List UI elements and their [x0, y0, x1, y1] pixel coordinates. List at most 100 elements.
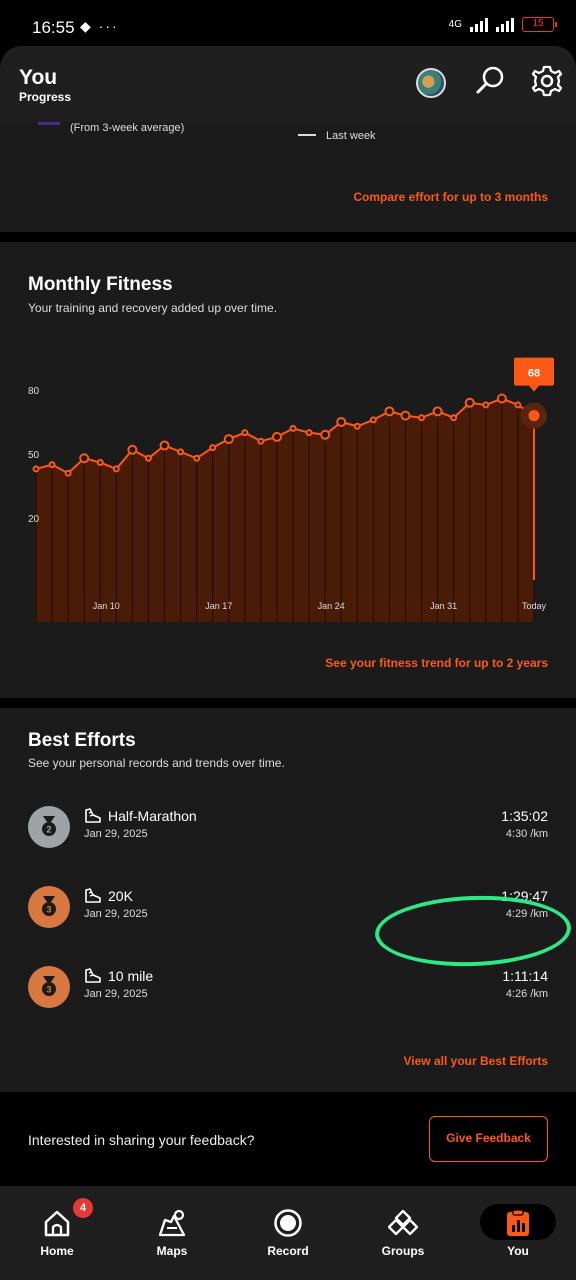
- app-header: You Progress: [0, 46, 576, 122]
- effort-pace: 4:29 /km: [505, 908, 548, 920]
- battery-icon: 15: [522, 16, 557, 32]
- chart-point: [482, 401, 490, 409]
- shoe-icon: [85, 968, 101, 983]
- medal-rank: 3: [46, 905, 51, 915]
- chart-point: [96, 459, 104, 467]
- chart-area: [36, 398, 534, 622]
- fitness-trend-link[interactable]: See your fitness trend for up to 2 years: [325, 656, 548, 670]
- view-all-best-efforts-link[interactable]: View all your Best Efforts: [403, 1054, 549, 1068]
- chart-point: [353, 422, 361, 430]
- best-effort-row[interactable]: 2 Half-Marathon Jan 29, 2025 1:35:02 4:3…: [0, 806, 576, 862]
- chart-point: [48, 461, 56, 469]
- chart-point: [209, 444, 217, 452]
- tab-you[interactable]: You: [470, 1186, 566, 1280]
- chart-x-tick-label: Today: [522, 601, 547, 611]
- chart-point: [305, 429, 313, 437]
- chart-x-tick-label: Jan 17: [205, 601, 232, 611]
- tab-home-label: Home: [40, 1244, 74, 1258]
- effort-pace: 4:26 /km: [505, 988, 548, 1000]
- tab-you-label: You: [507, 1244, 529, 1258]
- avatar[interactable]: [416, 68, 446, 98]
- chart-point: [384, 406, 395, 417]
- tab-groups-label: Groups: [381, 1244, 425, 1258]
- progress-clipboard-icon: [507, 1209, 529, 1236]
- groups-icon: [388, 1209, 418, 1236]
- tab-record[interactable]: Record: [240, 1186, 336, 1280]
- effort-time: 1:35:02: [501, 808, 548, 824]
- effort-name: Half-Marathon: [84, 808, 197, 824]
- chart-x-tick-label: Jan 24: [318, 601, 345, 611]
- chart-current-point: [528, 410, 540, 422]
- effort-date: Jan 29, 2025: [84, 908, 148, 920]
- effort-name-label: Half-Marathon: [108, 808, 197, 824]
- chart-current-tooltip-arrow: [529, 385, 539, 392]
- medal-badge: 2: [28, 806, 70, 848]
- weekly-effort-card: (From 3-week average) Last week Compare …: [0, 122, 576, 232]
- best-effort-row[interactable]: 3 10 mile Jan 29, 2025 1:11:14 4:26 /km: [0, 966, 576, 1022]
- chart-y-tick-label: 50: [28, 450, 40, 461]
- status-right: 4G 15: [448, 16, 557, 32]
- effort-date: Jan 29, 2025: [84, 988, 148, 1000]
- chart-point: [64, 469, 72, 477]
- chart-point: [289, 424, 297, 432]
- chart-point: [369, 416, 377, 424]
- chart-point: [127, 444, 138, 455]
- feedback-prompt: Interested in sharing your feedback?: [28, 1132, 255, 1148]
- give-feedback-button[interactable]: Give Feedback: [429, 1116, 548, 1162]
- fitness-description: Your training and recovery added up over…: [28, 301, 278, 315]
- home-icon: [44, 1210, 70, 1237]
- best-effort-row[interactable]: 3 20K Jan 29, 2025 1:29:47 4:29 /km: [0, 886, 576, 942]
- chart-y-tick-label: 20: [28, 514, 40, 525]
- gear-icon[interactable]: [530, 64, 564, 98]
- chart-point: [32, 465, 40, 473]
- tab-home[interactable]: 4 Home: [9, 1186, 105, 1280]
- chart-point: [177, 448, 185, 456]
- shoe-icon: [85, 808, 101, 823]
- chart-point: [257, 437, 265, 445]
- compare-effort-link[interactable]: Compare effort for up to 3 months: [353, 190, 548, 204]
- last-week-legend-line: [298, 134, 316, 136]
- page-subtitle: Progress: [19, 90, 72, 104]
- home-badge: 4: [73, 1198, 93, 1218]
- fitness-title: Monthly Fitness: [28, 274, 173, 295]
- best-efforts-card: Best Efforts See your personal records a…: [0, 708, 576, 1092]
- chart-current-tooltip: [514, 357, 554, 386]
- status-notification-icons: ◆ ···: [80, 18, 119, 34]
- search-icon[interactable]: [474, 64, 508, 98]
- chart-point: [144, 454, 152, 462]
- signal-icon: [470, 16, 488, 32]
- chart-point: [496, 393, 507, 404]
- network-label: 4G: [448, 18, 462, 30]
- chart-point: [514, 401, 522, 409]
- fitness-chart[interactable]: 80 50 20 68 Jan 10 Jan 17 Jan 24 Jan 31 Today: [0, 340, 576, 630]
- chart-point: [223, 434, 234, 445]
- monthly-fitness-card: Monthly Fitness Your training and recove…: [0, 242, 576, 698]
- tab-maps[interactable]: Maps: [124, 1186, 220, 1280]
- medal-icon: 3: [42, 976, 56, 996]
- medal-badge: 3: [28, 886, 70, 928]
- effort-time: 1:29:47: [501, 888, 548, 904]
- chart-point: [400, 410, 411, 421]
- record-icon: [274, 1209, 302, 1237]
- chart-x-tick-label: Jan 31: [430, 601, 457, 611]
- chart-point: [159, 440, 170, 451]
- chart-point: [112, 465, 120, 473]
- tab-maps-label: Maps: [156, 1244, 188, 1258]
- chart-point: [432, 406, 443, 417]
- status-time: 16:55: [32, 18, 75, 37]
- chart-point: [464, 397, 475, 408]
- status-bar: 16:55 ◆ ··· 4G 15: [0, 0, 576, 48]
- chart-current-value: 68: [528, 368, 540, 380]
- tab-groups[interactable]: Groups: [355, 1186, 451, 1280]
- medal-rank: 3: [46, 985, 51, 995]
- best-efforts-title: Best Efforts: [28, 730, 136, 751]
- medal-rank: 2: [46, 825, 51, 835]
- best-efforts-description: See your personal records and trends ove…: [28, 756, 285, 770]
- chart-point: [450, 414, 458, 422]
- feedback-section: Interested in sharing your feedback? Giv…: [0, 1092, 576, 1188]
- effort-time: 1:11:14: [502, 968, 548, 984]
- average-legend-swatch: [38, 122, 60, 125]
- chart-point: [271, 431, 282, 442]
- chart-point: [193, 454, 201, 462]
- bottom-tab-bar: 4 Home Maps Record Groups: [0, 1186, 576, 1280]
